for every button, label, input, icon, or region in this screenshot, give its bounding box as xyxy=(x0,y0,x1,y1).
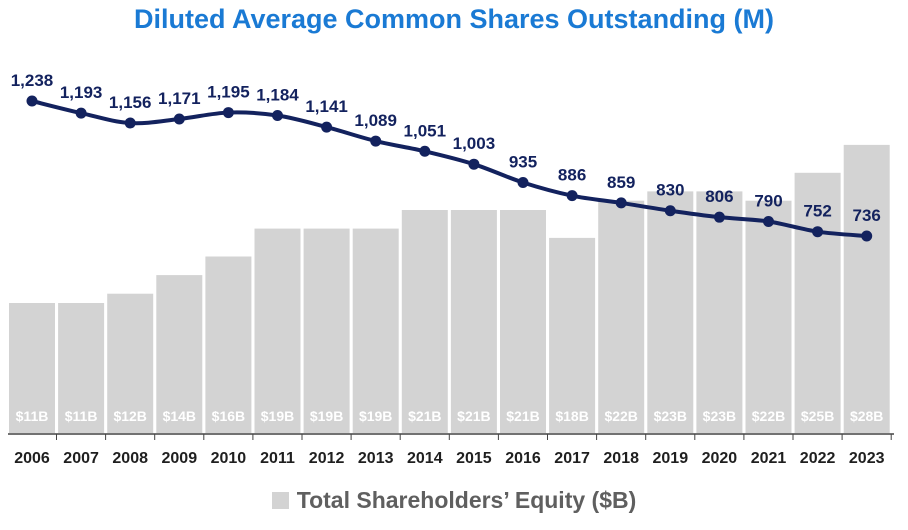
line-label-2009: 1,171 xyxy=(158,89,201,108)
line-point-2018 xyxy=(615,197,627,209)
bar-2011 xyxy=(254,228,301,433)
bar-label-2013: $19B xyxy=(359,408,392,424)
line-point-2013 xyxy=(370,135,382,147)
line-label-2018: 859 xyxy=(607,173,635,192)
line-label-2019: 830 xyxy=(656,181,684,200)
line-label-2023: 736 xyxy=(853,206,881,225)
line-label-2011: 1,184 xyxy=(256,86,299,105)
line-point-2015 xyxy=(468,158,480,170)
bar-2015 xyxy=(450,210,497,433)
line-point-2011 xyxy=(272,110,283,122)
line-label-2010: 1,195 xyxy=(207,83,250,102)
x-tick-label-2015: 2015 xyxy=(456,450,492,467)
x-tick-label-2006: 2006 xyxy=(14,450,50,467)
line-point-2022 xyxy=(812,226,824,238)
x-tick-label-2014: 2014 xyxy=(407,450,443,467)
line-point-2019 xyxy=(664,205,676,217)
bar-label-2017: $18B xyxy=(555,408,588,424)
line-point-2021 xyxy=(763,215,774,227)
bar-2013 xyxy=(352,228,399,433)
bar-label-2006: $11B xyxy=(16,408,49,424)
line-point-2006 xyxy=(26,95,38,107)
line-point-2007 xyxy=(75,107,87,119)
bar-label-2011: $19B xyxy=(261,408,294,424)
bar-label-2007: $11B xyxy=(65,408,98,424)
line-label-2017: 886 xyxy=(558,166,586,185)
line-point-2020 xyxy=(713,211,725,223)
bar-label-2016: $21B xyxy=(506,408,539,424)
combo-chart: $11B $11B $12B $14B $16B $19B $19B $19B $21B $21B… xyxy=(8,71,894,467)
bar-label-2012: $19B xyxy=(310,408,343,424)
line-point-2009 xyxy=(173,113,185,125)
line-point-2023 xyxy=(861,230,873,242)
x-tick-label-2018: 2018 xyxy=(603,450,639,467)
x-tick-label-2019: 2019 xyxy=(653,450,689,467)
bar-label-2018: $22B xyxy=(604,408,637,424)
bar-label-2015: $21B xyxy=(457,408,490,424)
x-tick-label-2007: 2007 xyxy=(63,450,99,467)
x-tick-label-2021: 2021 xyxy=(751,450,787,467)
line-point-2017 xyxy=(566,190,578,202)
legend-label: Total Shareholders’ Equity ($B) xyxy=(296,487,637,513)
bar-label-2019: $23B xyxy=(654,408,687,424)
line-label-2008: 1,156 xyxy=(109,93,152,112)
line-label-2013: 1,089 xyxy=(354,111,397,130)
bar-label-2009: $14B xyxy=(163,408,196,424)
line-point-2016 xyxy=(517,176,529,188)
bar-2022 xyxy=(794,172,841,434)
bar-label-2008: $12B xyxy=(113,408,146,424)
x-tick-label-2009: 2009 xyxy=(162,450,198,467)
legend-swatch xyxy=(271,492,289,509)
legend: Total Shareholders’ Equity ($B) xyxy=(0,487,908,514)
bar-label-2021: $22B xyxy=(752,408,785,424)
bar-2016 xyxy=(500,210,546,433)
bar-2009 xyxy=(156,275,203,433)
chart-title: Diluted Average Common Shares Outstandin… xyxy=(133,4,775,34)
bar-2012 xyxy=(303,228,350,433)
bar-2020 xyxy=(696,191,743,433)
x-tick-label-2008: 2008 xyxy=(112,450,148,467)
x-tick-label-2022: 2022 xyxy=(800,450,836,467)
line-point-2010 xyxy=(222,107,234,119)
x-tick-label-2013: 2013 xyxy=(358,450,394,467)
line-label-2014: 1,051 xyxy=(404,121,447,140)
bars-layer: $11B $11B $12B $14B $16B $19B $19B $19B $21B $21B… xyxy=(9,144,890,434)
line-point-2012 xyxy=(321,121,333,133)
line-label-2021: 790 xyxy=(754,191,782,210)
bar-2007 xyxy=(58,303,105,433)
x-ticks-layer: 2006 2007 2008 2009 2010 2011 2012 2013 2014 2015… xyxy=(14,434,892,467)
bar-2018 xyxy=(598,200,645,433)
line-label-2007: 1,193 xyxy=(60,83,103,102)
x-tick-label-2023: 2023 xyxy=(849,450,885,467)
bar-label-2023: $28B xyxy=(850,408,883,424)
bar-2023 xyxy=(843,144,890,433)
line-label-2016: 935 xyxy=(509,152,537,171)
line-label-2006: 1,238 xyxy=(11,71,54,90)
x-tick-label-2010: 2010 xyxy=(211,450,247,467)
bar-label-2020: $23B xyxy=(703,408,736,424)
line-point-2014 xyxy=(419,145,431,157)
bar-2014 xyxy=(401,210,448,433)
x-tick-label-2011: 2011 xyxy=(260,450,295,467)
line-label-2020: 806 xyxy=(705,187,733,206)
line-layer: 1,238 1,193 1,156 1,171 1,195 1,184 1,141 1,089… xyxy=(11,71,881,242)
bar-2017 xyxy=(549,237,596,433)
bar-2019 xyxy=(647,191,694,433)
line-label-2022: 752 xyxy=(803,202,831,221)
bar-2006 xyxy=(9,303,55,433)
line-label-2012: 1,141 xyxy=(305,97,348,116)
x-tick-label-2020: 2020 xyxy=(702,450,738,467)
x-tick-label-2016: 2016 xyxy=(505,450,541,467)
bar-2021 xyxy=(745,200,792,433)
line-label-2015: 1,003 xyxy=(453,134,496,153)
bar-label-2010: $16B xyxy=(212,408,245,424)
x-tick-label-2012: 2012 xyxy=(309,450,345,467)
bar-label-2022: $25B xyxy=(801,408,834,424)
bar-label-2014: $21B xyxy=(408,408,441,424)
x-tick-label-2017: 2017 xyxy=(554,450,590,467)
bar-2010 xyxy=(205,256,252,433)
line-point-2008 xyxy=(124,117,136,129)
bar-2008 xyxy=(107,293,154,433)
